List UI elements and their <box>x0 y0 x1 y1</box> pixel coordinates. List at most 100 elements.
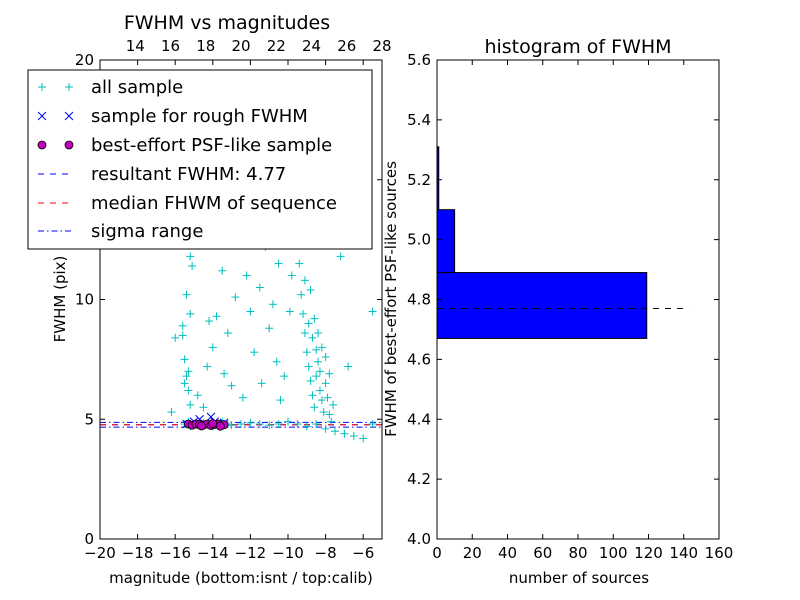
scatter-point-plus <box>227 421 236 430</box>
scatter-point-plus <box>250 348 259 357</box>
scatter-point-plus <box>178 321 187 330</box>
scatter-point-plus <box>246 307 255 316</box>
scatter-point-plus <box>323 393 332 402</box>
scatter-point-plus <box>257 379 266 388</box>
scatter-point-plus <box>276 396 285 405</box>
scatter-point-circle <box>197 421 206 431</box>
scatter-point-plus <box>325 410 334 419</box>
x-tick-label: −10 <box>272 544 304 562</box>
legend-item-rough-fwhm: sample for rough FWHM <box>37 106 308 127</box>
x-tick-label: 160 <box>705 544 734 562</box>
scatter-point-plus <box>208 343 217 352</box>
legend-label: best-effort PSF-like sample <box>91 135 332 156</box>
scatter-point-plus <box>315 386 324 395</box>
y-tick-label: 4.4 <box>407 410 431 428</box>
scatter-point-plus <box>171 333 180 342</box>
scatter-point-plus <box>319 408 328 417</box>
x-tick-label: −16 <box>159 544 191 562</box>
scatter-point-plus <box>186 309 195 318</box>
x-tick-label: 140 <box>669 544 698 562</box>
y-tick-label: 0 <box>84 530 94 548</box>
right-x-axis: 0 20 40 60 80 100 120 140 160 <box>432 60 733 562</box>
scatter-point-plus <box>285 307 294 316</box>
scatter-point-plus <box>293 420 302 429</box>
scatter-point-plus <box>306 376 315 385</box>
y-tick-label: 5.6 <box>407 51 431 69</box>
scatter-point-plus <box>321 424 330 433</box>
legend-marker-plus-icon <box>38 83 73 91</box>
y-tick-label: 20 <box>75 51 94 69</box>
y-tick-label: 4.8 <box>407 291 431 309</box>
scatter-point-plus <box>340 429 349 438</box>
scatter-point-plus <box>255 420 264 429</box>
legend-item-median-fwhm: median FHWM of sequence <box>38 193 337 214</box>
y-tick-label: 5.2 <box>407 171 431 189</box>
scatter-point-plus <box>349 432 358 441</box>
scatter-point-plus <box>327 417 336 426</box>
scatter-point-plus <box>188 261 197 270</box>
top-x-tick-label: 24 <box>302 37 321 55</box>
legend-label: resultant FWHM: 4.77 <box>91 164 286 185</box>
legend-label: all sample <box>91 77 183 98</box>
top-x-tick-label: 14 <box>126 37 145 55</box>
scatter-point-plus <box>218 266 227 275</box>
scatter-point-plus <box>167 408 176 417</box>
scatter-point-plus <box>231 293 240 302</box>
scatter-point-plus <box>265 324 274 333</box>
y-tick-label: 4.0 <box>407 530 431 548</box>
x-tick-label: 40 <box>498 544 517 562</box>
scatter-point-plus <box>368 307 377 316</box>
scatter-point-plus <box>184 367 193 376</box>
scatter-point-plus <box>312 372 321 381</box>
y-tick-label: 4.6 <box>407 350 431 368</box>
top-x-tick-label: 26 <box>337 37 356 55</box>
scatter-point-plus <box>329 400 338 409</box>
y-tick-label: 5.4 <box>407 111 431 129</box>
scatter-point-plus <box>274 420 283 429</box>
x-tick-label: 20 <box>463 544 482 562</box>
left-x-axis-label: magnitude (bottom:isnt / top:calib) <box>109 569 373 587</box>
scatter-point-plus <box>199 403 208 412</box>
scatter-point-plus <box>255 283 264 292</box>
scatter-point-plus <box>325 369 334 378</box>
scatter-point-plus <box>287 271 296 280</box>
scatter-point-plus <box>238 393 247 402</box>
scatter-point-plus <box>314 329 323 338</box>
scatter-point-plus <box>220 369 229 378</box>
x-tick-label: −18 <box>122 544 154 562</box>
scatter-point-plus <box>237 420 245 429</box>
scatter-point-plus <box>304 362 313 371</box>
scatter-point-plus <box>344 362 353 371</box>
scatter-point-plus <box>336 252 345 261</box>
scatter-point-plus <box>227 381 236 390</box>
scatter-point-plus <box>368 420 377 429</box>
scatter-point-plus <box>306 285 315 294</box>
scatter-point-plus <box>310 314 319 323</box>
histogram-bar <box>436 209 456 274</box>
scatter-point-plus <box>280 372 289 381</box>
x-tick-label: −12 <box>235 544 267 562</box>
y-tick-label: 5 <box>84 410 94 428</box>
legend: all sample sample for rough FWHM best-ef… <box>27 69 373 250</box>
legend-label: sample for rough FWHM <box>91 106 308 127</box>
left-chart-title: FWHM vs magnitudes <box>124 12 330 34</box>
scatter-point-plus <box>297 290 306 299</box>
legend-item-psf-like: best-effort PSF-like sample <box>37 135 332 156</box>
scatter-point-plus <box>321 379 330 388</box>
scatter-point-plus <box>184 386 193 395</box>
legend-label: median FHWM of sequence <box>91 193 337 214</box>
scatter-point-plus <box>180 379 189 388</box>
scatter-point-plus <box>314 357 323 366</box>
x-tick-label: 80 <box>568 544 587 562</box>
scatter-point-plus <box>182 290 191 299</box>
scatter-point-plus <box>246 418 255 427</box>
scatter-point-plus <box>308 333 317 342</box>
scatter-point-plus <box>212 312 221 321</box>
legend-label: sigma range <box>91 221 203 242</box>
scatter-point-plus <box>205 317 214 326</box>
scatter-point-plus <box>242 271 251 280</box>
scatter-point-plus <box>178 331 187 340</box>
legend-item-resultant-fwhm: resultant FWHM: 4.77 <box>38 164 286 185</box>
x-tick-label: −8 <box>315 544 337 562</box>
